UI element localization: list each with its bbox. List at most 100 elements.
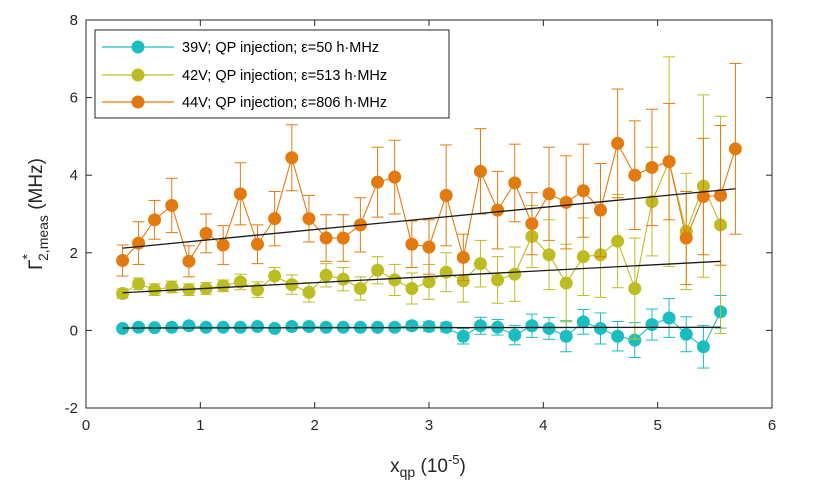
- data-point: [302, 212, 316, 226]
- data-point: [576, 315, 590, 329]
- data-point: [594, 321, 607, 335]
- x-tick-label: 5: [653, 417, 661, 434]
- x-tick-label: 6: [768, 417, 776, 434]
- y-axis-label-superscript: *: [19, 253, 35, 259]
- data-point: [628, 333, 642, 347]
- data-point: [388, 273, 402, 287]
- y-axis-label-unit: (MHz): [26, 158, 47, 215]
- legend-label-39v: 39V; QP injection; ε=50 h·MHz: [182, 40, 379, 56]
- data-point: [542, 187, 556, 201]
- legend-entry-44v: 44V; QP injection; ε=806 h·MHz: [102, 95, 387, 111]
- data-point: [714, 188, 728, 202]
- y-axis-label-subscript: 2,meas: [35, 215, 51, 261]
- x-tick-label: 1: [196, 417, 204, 434]
- x-axis-label-unit: (10: [415, 456, 448, 477]
- data-point: [251, 320, 264, 334]
- legend-box: [94, 29, 450, 119]
- data-point: [439, 188, 453, 202]
- series-2: [116, 62, 742, 286]
- legend-marker-42v: [131, 68, 145, 82]
- data-point: [405, 281, 419, 295]
- data-point: [199, 226, 213, 240]
- data-point: [542, 321, 556, 335]
- data-point: [576, 250, 590, 264]
- data-point: [132, 277, 146, 291]
- legend-label-42v: 42V; QP injection; ε=513 h·MHz: [182, 68, 387, 84]
- x-axis-label-subscript: qp: [400, 464, 416, 480]
- data-point: [116, 321, 130, 335]
- data-point: [628, 168, 642, 182]
- data-point: [576, 184, 590, 198]
- data-point: [473, 319, 487, 333]
- data-point: [336, 231, 350, 245]
- data-point: [456, 250, 470, 264]
- fit-line: [122, 188, 736, 249]
- x-axis-label-close: ): [460, 456, 466, 477]
- data-point: [148, 213, 162, 227]
- fit-lines: [122, 188, 736, 329]
- data-point: [302, 285, 316, 299]
- y-tick-label: 2: [70, 245, 78, 262]
- data-point: [216, 279, 230, 293]
- data-point: [165, 198, 179, 212]
- legend-marker-39v: [131, 40, 145, 54]
- data-point: [285, 320, 299, 334]
- legend-label-44v: 44V; QP injection; ε=806 h·MHz: [182, 95, 387, 111]
- data-point: [302, 320, 316, 334]
- data-point: [285, 278, 299, 292]
- data-point: [611, 234, 625, 248]
- data-point: [491, 203, 505, 217]
- y-tick-label: 6: [70, 90, 78, 107]
- data-point: [508, 176, 522, 190]
- y-tick-label: 4: [70, 167, 78, 184]
- data-point: [268, 269, 282, 283]
- data-point: [439, 265, 453, 279]
- data-point: [473, 257, 487, 271]
- data-point: [696, 190, 710, 204]
- data-point: [696, 340, 710, 354]
- data-point: [319, 231, 333, 245]
- data-point: [662, 155, 676, 169]
- data-point: [422, 240, 436, 254]
- data-point: [662, 311, 676, 325]
- data-point: [559, 276, 573, 290]
- y-axis-label-main: Γ: [26, 259, 47, 269]
- data-point: [491, 273, 505, 287]
- data-point: [388, 170, 402, 184]
- data-point: [405, 237, 419, 251]
- plot-frame: [85, 19, 773, 409]
- data-point: [268, 212, 282, 226]
- data-point: [353, 281, 367, 295]
- data-point: [422, 275, 436, 289]
- data-point: [422, 320, 436, 334]
- data-point: [116, 254, 130, 268]
- x-tick-label: 0: [82, 417, 90, 434]
- data-point: [182, 254, 196, 268]
- x-axis-label: xqp (10-5): [390, 452, 466, 480]
- y-tick-label: -2: [65, 400, 78, 417]
- data-point: [525, 319, 539, 333]
- data-point: [165, 320, 179, 334]
- data-point: [371, 175, 385, 189]
- x-axis-ticks: 0 1 2 3 4 5 6: [82, 20, 776, 434]
- data-point: [319, 268, 333, 282]
- data-point: [525, 217, 539, 231]
- data-point: [728, 142, 742, 156]
- data-point: [233, 275, 247, 289]
- x-tick-label: 2: [310, 417, 318, 434]
- data-point: [611, 329, 625, 343]
- data-point: [456, 329, 470, 343]
- legend-marker-44v: [131, 95, 145, 109]
- data-point: [336, 272, 350, 286]
- fit-line: [122, 260, 721, 294]
- data-point: [285, 151, 299, 165]
- data-point: [645, 160, 659, 174]
- data-point: [182, 319, 196, 333]
- data-point: [645, 318, 659, 332]
- data-point: [611, 136, 625, 150]
- legend-entry-42v: 42V; QP injection; ε=513 h·MHz: [102, 68, 387, 84]
- x-tick-label: 4: [539, 417, 547, 434]
- data-point: [542, 248, 556, 262]
- data-point: [508, 267, 522, 281]
